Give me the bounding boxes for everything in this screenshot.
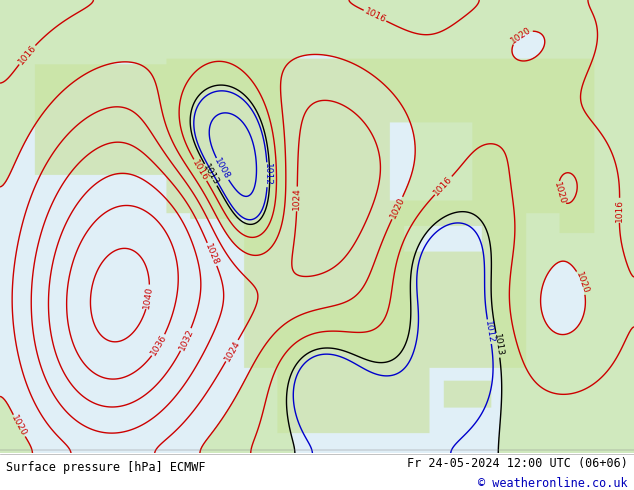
Text: 1020: 1020 bbox=[552, 181, 567, 205]
Text: 1020: 1020 bbox=[509, 25, 533, 45]
Text: 1008: 1008 bbox=[212, 157, 232, 181]
Text: 1020: 1020 bbox=[10, 414, 29, 438]
Text: 1013: 1013 bbox=[492, 333, 504, 357]
Text: 1036: 1036 bbox=[149, 333, 169, 357]
Text: 1013: 1013 bbox=[201, 163, 221, 187]
Text: 1016: 1016 bbox=[190, 158, 210, 182]
Text: © weatheronline.co.uk: © weatheronline.co.uk bbox=[478, 477, 628, 490]
Text: Fr 24-05-2024 12:00 UTC (06+06): Fr 24-05-2024 12:00 UTC (06+06) bbox=[407, 457, 628, 470]
Text: 1016: 1016 bbox=[363, 6, 387, 25]
Text: 1020: 1020 bbox=[388, 196, 406, 220]
Text: Surface pressure [hPa] ECMWF: Surface pressure [hPa] ECMWF bbox=[6, 461, 206, 474]
Text: 1012: 1012 bbox=[483, 319, 496, 343]
Text: 1016: 1016 bbox=[615, 199, 624, 222]
Text: 1040: 1040 bbox=[143, 285, 155, 309]
Text: 1012: 1012 bbox=[262, 163, 272, 186]
Text: 1028: 1028 bbox=[204, 242, 221, 267]
Text: 1032: 1032 bbox=[177, 327, 195, 352]
Text: 1024: 1024 bbox=[292, 187, 302, 210]
Text: 1020: 1020 bbox=[574, 270, 590, 295]
Text: 1016: 1016 bbox=[16, 43, 38, 67]
Text: 1024: 1024 bbox=[223, 339, 242, 363]
Text: 1016: 1016 bbox=[432, 174, 455, 197]
